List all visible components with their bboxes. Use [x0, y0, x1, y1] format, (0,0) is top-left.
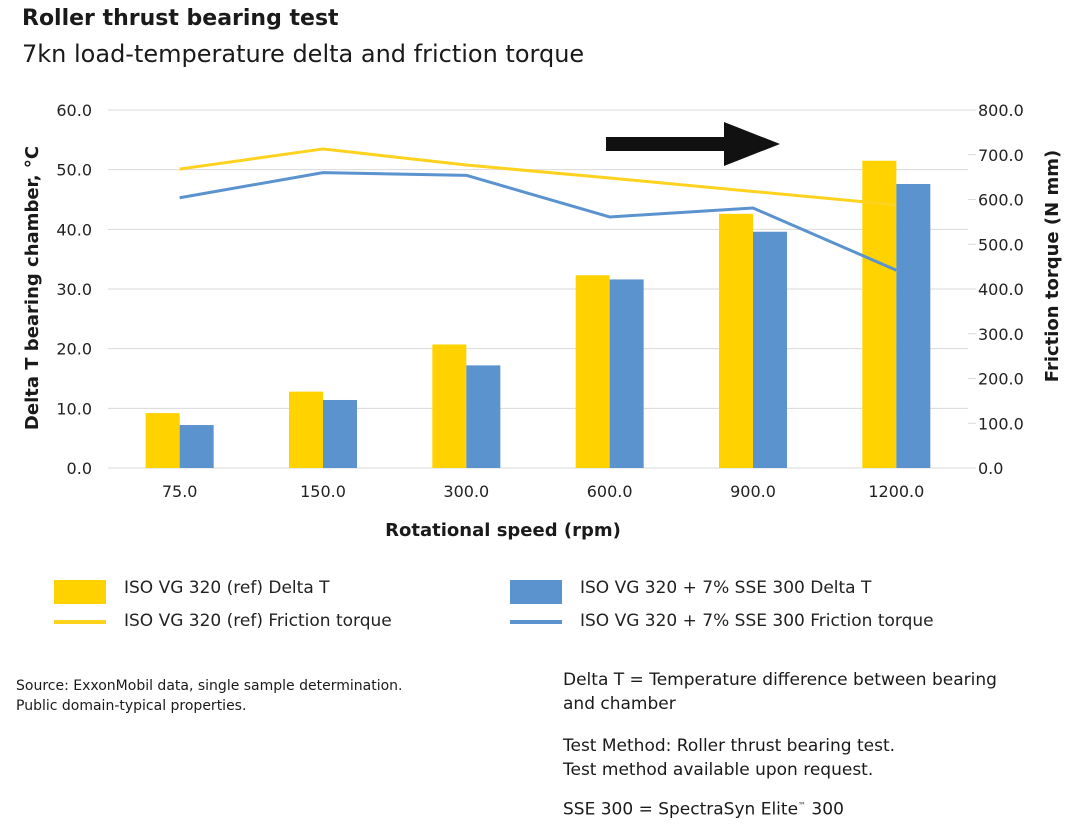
legend-label-ref-delta: ISO VG 320 (ref) Delta T — [124, 578, 330, 598]
y-tick-label: 30.0 — [56, 280, 92, 299]
x-tick-label: 150.0 — [300, 482, 346, 501]
source-line-1: Source: ExxonMobil data, single sample d… — [16, 678, 403, 694]
sse-definition: SSE 300 = SpectraSyn Elite™ 300 — [563, 794, 844, 822]
y-tick-label: 0.0 — [67, 459, 92, 478]
delta-def-line-2: and chamber — [563, 694, 676, 714]
y2-tick-label: 600.0 — [978, 191, 1024, 210]
trademark-symbol: ™ — [798, 801, 807, 810]
y2-tick-label: 0.0 — [978, 459, 1003, 478]
x-tick-label: 75.0 — [162, 482, 198, 501]
legend-label-ref-torque: ISO VG 320 (ref) Friction torque — [124, 611, 392, 631]
sse-def-text: SSE 300 = SpectraSyn Elite — [563, 799, 799, 820]
legend-label-sse-delta: ISO VG 320 + 7% SSE 300 Delta T — [580, 578, 872, 598]
bar-sse-delta-t — [753, 231, 787, 468]
x-tick-label: 300.0 — [443, 482, 489, 501]
test-method-note: Test Method: Roller thrust bearing test.… — [563, 734, 895, 782]
method-line-1: Test Method: Roller thrust bearing test. — [563, 736, 896, 756]
delta-def-line-1: Delta T = Temperature difference between… — [563, 670, 997, 690]
y-axis-title: Delta T bearing chamber, °C — [22, 146, 43, 430]
chart-title: Roller thrust bearing test — [22, 6, 339, 31]
bar-ref-delta-t — [289, 391, 323, 468]
y-tick-label: 40.0 — [56, 220, 92, 239]
bar-sse-delta-t — [609, 279, 644, 468]
y-tick-label: 20.0 — [56, 340, 92, 359]
y-tick-label: 60.0 — [56, 101, 92, 120]
y-tick-label: 10.0 — [56, 399, 92, 418]
bar-ref-delta-t — [432, 344, 467, 468]
source-line-2: Public domain-typical properties. — [16, 698, 247, 714]
arrow-annotation — [606, 122, 780, 166]
y2-tick-label: 700.0 — [978, 146, 1024, 165]
legend-swatch-ref-delta — [54, 580, 106, 604]
combo-chart: 0.0 10.0 20.0 30.0 40.0 50.0 60.0 0.0 100.0 200.0… — [22, 101, 1063, 541]
y2-tick-label: 200.0 — [978, 370, 1024, 389]
line-ref-friction-torque — [179, 147, 897, 207]
legend-swatch-ref-torque — [54, 620, 106, 624]
bar-ref-delta-t — [145, 413, 180, 468]
y2-tick-label: 400.0 — [978, 280, 1024, 299]
y-tick-label: 50.0 — [56, 161, 92, 180]
bar-sse-delta-t — [896, 183, 931, 468]
x-tick-label: 1200.0 — [868, 482, 924, 501]
chart-subtitle: 7kn load-temperature delta and friction … — [22, 40, 585, 68]
x-tick-label: 900.0 — [730, 482, 776, 501]
y2-tick-label: 100.0 — [978, 414, 1024, 433]
bar-ref-delta-t — [862, 160, 897, 468]
y2-tick-label: 800.0 — [978, 101, 1024, 120]
method-line-2: Test method available upon request. — [563, 760, 874, 780]
legend-label-sse-torque: ISO VG 320 + 7% SSE 300 Friction torque — [580, 611, 934, 631]
y2-tick-label: 500.0 — [978, 235, 1024, 254]
line-sse-friction-torque — [179, 171, 897, 272]
y2-axis-title: Friction torque (N mm) — [1042, 150, 1063, 382]
legend-swatch-sse-torque — [510, 620, 562, 624]
sse-def-number: 300 — [806, 799, 844, 820]
bar-sse-delta-t — [323, 399, 357, 468]
bar-ref-delta-t — [575, 275, 610, 468]
bar-sse-delta-t — [466, 365, 501, 468]
bar-sse-delta-t — [179, 425, 214, 468]
delta-t-definition: Delta T = Temperature difference between… — [563, 668, 997, 716]
bar-ref-delta-t — [719, 213, 753, 468]
x-axis-title: Rotational speed (rpm) — [385, 520, 621, 541]
y2-tick-label: 300.0 — [978, 325, 1024, 344]
x-tick-label: 600.0 — [587, 482, 633, 501]
legend-swatch-sse-delta — [510, 580, 562, 604]
source-note: Source: ExxonMobil data, single sample d… — [16, 676, 402, 716]
